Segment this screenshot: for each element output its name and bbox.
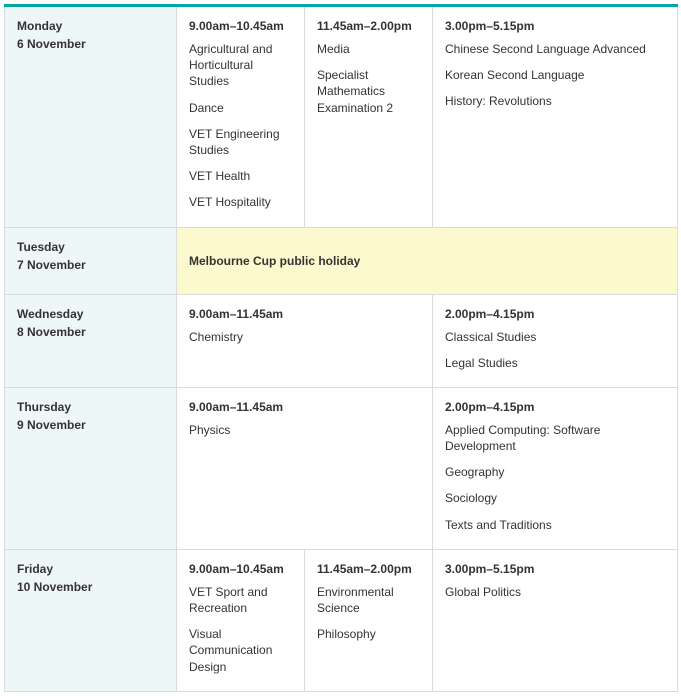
- date-cell: Tuesday 7 November: [5, 227, 177, 294]
- subject: Agricultural and Horticultural Studies: [189, 41, 292, 90]
- date-cell: Friday 10 November: [5, 549, 177, 691]
- table-row: Monday 6 November 9.00am–10.45am Agricul…: [5, 6, 678, 228]
- date-label: 7 November: [17, 258, 164, 272]
- subject: Chinese Second Language Advanced: [445, 41, 665, 57]
- date-cell: Monday 6 November: [5, 6, 177, 228]
- subject: Global Politics: [445, 584, 665, 600]
- time-slot: 9.00am–10.45am: [189, 19, 292, 33]
- subject: Visual Communication Design: [189, 626, 292, 675]
- table-row: Wednesday 8 November 9.00am–11.45am Chem…: [5, 294, 678, 387]
- subject: Korean Second Language: [445, 67, 665, 83]
- exam-timetable: Monday 6 November 9.00am–10.45am Agricul…: [4, 4, 678, 692]
- time-slot: 2.00pm–4.15pm: [445, 307, 665, 321]
- day-label: Monday: [17, 19, 164, 33]
- subject: VET Engineering Studies: [189, 126, 292, 158]
- date-label: 6 November: [17, 37, 164, 51]
- subject: VET Health: [189, 168, 292, 184]
- subject: Texts and Traditions: [445, 517, 665, 533]
- day-label: Tuesday: [17, 240, 164, 254]
- table-row: Tuesday 7 November Melbourne Cup public …: [5, 227, 678, 294]
- session-cell: 2.00pm–4.15pm Classical Studies Legal St…: [433, 294, 678, 387]
- date-label: 9 November: [17, 418, 164, 432]
- subject: Legal Studies: [445, 355, 665, 371]
- subject: Sociology: [445, 490, 665, 506]
- session-cell: 9.00am–10.45am VET Sport and Recreation …: [177, 549, 305, 691]
- day-label: Thursday: [17, 400, 164, 414]
- session-cell: 9.00am–11.45am Physics: [177, 387, 433, 549]
- time-slot: 11.45am–2.00pm: [317, 19, 420, 33]
- session-cell: 11.45am–2.00pm Environmental Science Phi…: [305, 549, 433, 691]
- table-row: Thursday 9 November 9.00am–11.45am Physi…: [5, 387, 678, 549]
- time-slot: 9.00am–11.45am: [189, 400, 420, 414]
- holiday-cell: Melbourne Cup public holiday: [177, 227, 678, 294]
- time-slot: 3.00pm–5.15pm: [445, 562, 665, 576]
- time-slot: 2.00pm–4.15pm: [445, 400, 665, 414]
- subject: History: Revolutions: [445, 93, 665, 109]
- time-slot: 9.00am–10.45am: [189, 562, 292, 576]
- session-cell: 3.00pm–5.15pm Chinese Second Language Ad…: [433, 6, 678, 228]
- date-label: 10 November: [17, 580, 164, 594]
- session-cell: 11.45am–2.00pm Media Specialist Mathemat…: [305, 6, 433, 228]
- subject: Specialist Mathematics Examination 2: [317, 67, 420, 116]
- subject: VET Hospitality: [189, 194, 292, 210]
- day-label: Wednesday: [17, 307, 164, 321]
- time-slot: 3.00pm–5.15pm: [445, 19, 665, 33]
- subject: Geography: [445, 464, 665, 480]
- subject: Chemistry: [189, 329, 420, 345]
- subject: Physics: [189, 422, 420, 438]
- session-cell: 2.00pm–4.15pm Applied Computing: Softwar…: [433, 387, 678, 549]
- subject: Classical Studies: [445, 329, 665, 345]
- date-cell: Thursday 9 November: [5, 387, 177, 549]
- day-label: Friday: [17, 562, 164, 576]
- subject: Applied Computing: Software Development: [445, 422, 665, 454]
- time-slot: 9.00am–11.45am: [189, 307, 420, 321]
- subject: VET Sport and Recreation: [189, 584, 292, 616]
- date-label: 8 November: [17, 325, 164, 339]
- subject: Dance: [189, 100, 292, 116]
- subject: Environmental Science: [317, 584, 420, 616]
- session-cell: 3.00pm–5.15pm Global Politics: [433, 549, 678, 691]
- time-slot: 11.45am–2.00pm: [317, 562, 420, 576]
- date-cell: Wednesday 8 November: [5, 294, 177, 387]
- session-cell: 9.00am–11.45am Chemistry: [177, 294, 433, 387]
- subject: Media: [317, 41, 420, 57]
- table-row: Friday 10 November 9.00am–10.45am VET Sp…: [5, 549, 678, 691]
- session-cell: 9.00am–10.45am Agricultural and Horticul…: [177, 6, 305, 228]
